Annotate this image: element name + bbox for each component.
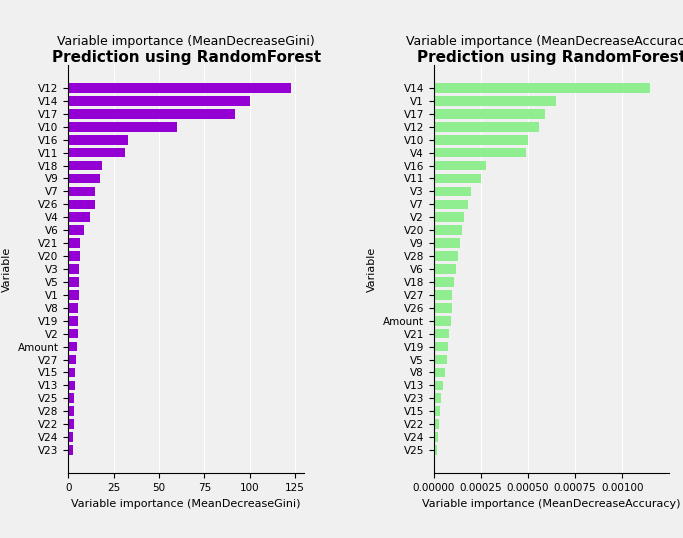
Bar	[68, 355, 76, 364]
Bar	[68, 277, 79, 287]
Bar	[434, 109, 545, 119]
Bar	[434, 251, 458, 261]
Bar	[68, 316, 78, 325]
Bar	[434, 329, 449, 338]
Bar	[434, 380, 443, 390]
X-axis label: Variable importance (MeanDecreaseAccuracy): Variable importance (MeanDecreaseAccurac…	[422, 499, 681, 509]
Bar	[68, 238, 80, 248]
Bar	[434, 161, 486, 171]
Bar	[434, 316, 451, 325]
Bar	[68, 251, 79, 261]
Text: Variable importance (MeanDecreaseGini): Variable importance (MeanDecreaseGini)	[57, 35, 315, 48]
Bar	[434, 213, 464, 222]
Bar	[434, 406, 441, 416]
Bar	[68, 225, 84, 235]
Bar	[68, 290, 79, 300]
Bar	[434, 83, 650, 93]
Bar	[434, 290, 453, 300]
Bar	[434, 96, 556, 106]
Bar	[434, 148, 526, 158]
Bar	[68, 83, 292, 93]
Bar	[434, 174, 481, 183]
Bar	[68, 406, 74, 416]
Bar	[68, 200, 94, 209]
Bar	[434, 342, 448, 351]
Bar	[68, 367, 75, 377]
Bar	[434, 445, 437, 455]
Bar	[68, 174, 100, 183]
Bar	[68, 445, 73, 455]
Title: Prediction using RandomForest: Prediction using RandomForest	[417, 49, 683, 65]
Bar	[68, 380, 74, 390]
Y-axis label: Variable: Variable	[367, 246, 378, 292]
Bar	[434, 225, 462, 235]
Y-axis label: Variable: Variable	[2, 246, 12, 292]
Bar	[68, 329, 78, 338]
Bar	[434, 367, 445, 377]
Bar	[68, 432, 73, 442]
Text: Variable importance (MeanDecreaseAccuracy): Variable importance (MeanDecreaseAccurac…	[406, 35, 683, 48]
Bar	[68, 187, 96, 196]
Bar	[68, 213, 90, 222]
Bar	[434, 419, 439, 429]
Bar	[68, 393, 74, 403]
Bar	[68, 303, 79, 313]
Bar	[434, 122, 540, 132]
Bar	[434, 432, 438, 442]
Bar	[68, 122, 177, 132]
Bar	[434, 135, 528, 145]
Bar	[68, 96, 249, 106]
Bar	[434, 393, 441, 403]
Title: Prediction using RandomForest: Prediction using RandomForest	[52, 49, 321, 65]
Bar	[68, 419, 74, 429]
Bar	[68, 264, 79, 274]
Bar	[434, 238, 460, 248]
Bar	[434, 187, 471, 196]
Bar	[434, 355, 447, 364]
Bar	[68, 135, 128, 145]
Bar	[68, 148, 124, 158]
Bar	[434, 264, 456, 274]
Bar	[434, 200, 468, 209]
Bar	[434, 303, 451, 313]
Bar	[434, 277, 454, 287]
Bar	[68, 161, 102, 171]
X-axis label: Variable importance (MeanDecreaseGini): Variable importance (MeanDecreaseGini)	[72, 499, 301, 509]
Bar	[68, 342, 77, 351]
Bar	[68, 109, 235, 119]
